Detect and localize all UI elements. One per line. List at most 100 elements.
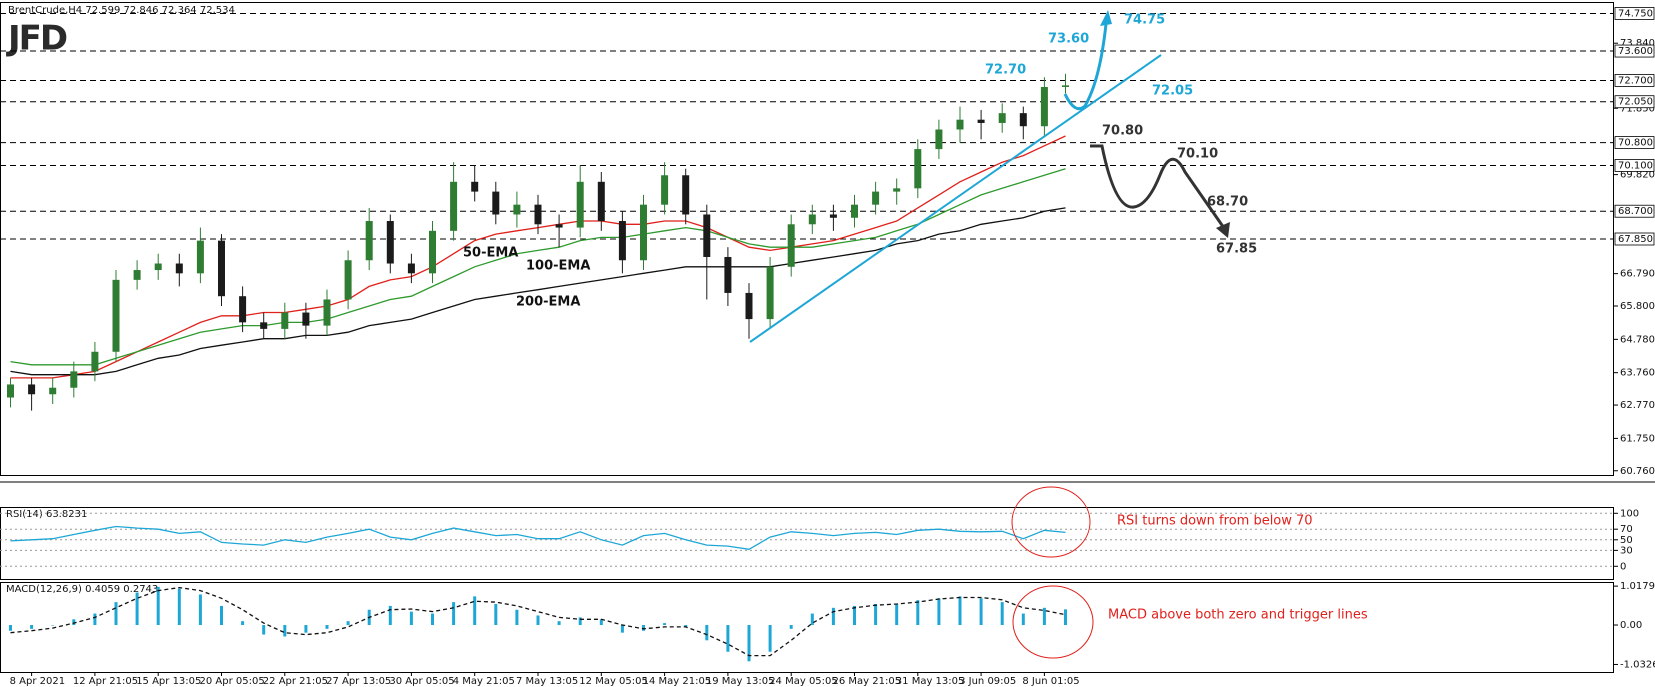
- candle-body: [429, 230, 436, 274]
- candle-body: [829, 214, 837, 218]
- ema-line: [10, 168, 1066, 366]
- up-scenario-arrow: [1063, 23, 1108, 111]
- candle-body: [661, 175, 669, 205]
- macd-bar: [916, 600, 920, 626]
- ema-label: 50-EMA: [463, 246, 518, 261]
- macd-bar: [979, 598, 983, 626]
- macd-bar: [135, 592, 139, 626]
- macd-bar: [599, 619, 603, 626]
- y-tick-label: 64.780: [1620, 334, 1655, 345]
- candle-body: [618, 221, 626, 261]
- candle-body: [154, 263, 162, 271]
- candle-body: [302, 312, 310, 326]
- candle-body: [893, 188, 901, 192]
- macd-bar: [241, 621, 245, 626]
- macd-bar: [409, 611, 413, 626]
- candle-body: [323, 299, 331, 326]
- macd-bar: [831, 607, 835, 626]
- level-label: 67.850: [1618, 234, 1653, 245]
- candle-body: [471, 181, 479, 192]
- macd-bar: [473, 596, 477, 626]
- down-scenario-arrow: [1090, 144, 1226, 229]
- y-tick-label: 62.770: [1620, 400, 1655, 411]
- x-tick-label: 22 Apr 21:05: [263, 676, 328, 687]
- macd-bar: [789, 625, 793, 629]
- y-tick-label: 0: [1620, 561, 1626, 572]
- macd-bar: [515, 609, 519, 626]
- logo: JFD: [6, 19, 67, 59]
- macd-bar: [726, 625, 730, 652]
- x-tick-label: 26 May 21:05: [833, 676, 902, 687]
- candle-body: [555, 224, 563, 228]
- x-tick-label: 7 May 13:05: [516, 676, 578, 687]
- candle-body: [914, 149, 922, 189]
- macd-bar: [262, 625, 266, 635]
- candle-body: [682, 175, 690, 215]
- candle-body: [196, 240, 204, 274]
- macd-bar: [895, 604, 899, 626]
- macd-bar: [1064, 609, 1067, 626]
- macd-bar: [346, 621, 350, 626]
- level-label: 70.800: [1618, 138, 1653, 149]
- candle-body: [998, 113, 1006, 123]
- macd-bar: [1000, 602, 1004, 626]
- level-box: [1614, 159, 1655, 172]
- macd-bar: [684, 625, 688, 627]
- chart-title: BrentCrude,H4 72.599 72.846 72.364 72.53…: [8, 5, 235, 16]
- level-label: 70.100: [1618, 160, 1653, 171]
- candle-body: [70, 371, 78, 388]
- candle-body: [1062, 85, 1069, 88]
- annotation: 70.10: [1177, 147, 1218, 162]
- indicator-note: MACD above both zero and trigger lines: [1108, 608, 1368, 623]
- macd-bar: [1042, 607, 1046, 626]
- candle-body: [1040, 87, 1048, 127]
- x-tick-label: 12 Apr 21:05: [73, 676, 138, 687]
- candle-body: [365, 221, 373, 261]
- macd-bar: [536, 615, 540, 626]
- candle-body: [724, 256, 732, 293]
- y-tick-label: 50: [1620, 535, 1633, 546]
- macd-bar: [304, 625, 308, 633]
- candle-body: [281, 312, 289, 329]
- x-tick-label: 8 Apr 2021: [10, 676, 65, 687]
- x-tick-label: 24 May 05:05: [769, 676, 838, 687]
- y-tick-label: 63.760: [1620, 368, 1655, 379]
- annotation: 72.05: [1152, 84, 1193, 99]
- level-box: [1614, 44, 1655, 58]
- macd-bar: [156, 586, 160, 626]
- level-label: 72.050: [1618, 97, 1653, 108]
- candle-body: [703, 214, 711, 257]
- macd-bar: [9, 625, 12, 631]
- candle-body: [112, 279, 120, 352]
- macd-bar: [51, 625, 55, 626]
- macd-bar: [494, 604, 498, 626]
- macd-bar: [937, 598, 941, 626]
- candle-body: [239, 296, 247, 323]
- level-label: 72.700: [1618, 75, 1653, 86]
- x-tick-label: 27 Apr 13:05: [326, 676, 391, 687]
- macd-highlight: [1012, 585, 1094, 659]
- y-tick-label: -1.0326: [1620, 659, 1655, 670]
- macd-bar: [663, 623, 667, 626]
- candle-body: [977, 119, 985, 123]
- rsi-title: RSI(14) 63.8231: [6, 509, 87, 520]
- candle-body: [218, 240, 225, 297]
- x-tick-label: 8 Jun 01:05: [1022, 676, 1079, 687]
- candle-body: [766, 266, 774, 320]
- macd-bar: [388, 605, 392, 626]
- rsi-highlight: [1011, 486, 1091, 558]
- candle-body: [1019, 113, 1027, 127]
- macd-bar: [452, 602, 456, 626]
- x-tick-label: 30 Apr 05:05: [389, 676, 454, 687]
- y-tick-label: 66.790: [1620, 269, 1655, 280]
- y-tick-label: 70: [1620, 524, 1633, 535]
- macd-panel: [0, 582, 1614, 673]
- arrow-head: [1100, 10, 1112, 26]
- y-tick-label: 61.750: [1620, 433, 1655, 444]
- rsi-line: [10, 525, 1066, 550]
- macd-bar: [431, 613, 434, 626]
- signal-line: [10, 586, 1066, 657]
- macd-title: MACD(12,26,9) 0.4059 0.2743: [6, 584, 158, 595]
- macd-bar: [325, 625, 329, 629]
